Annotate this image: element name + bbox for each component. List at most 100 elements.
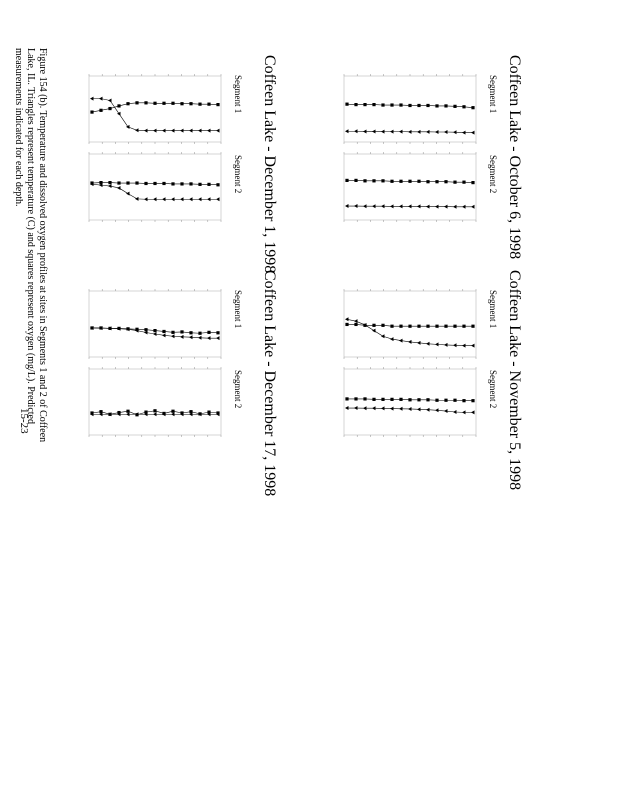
oxygen-point (99, 181, 103, 185)
oxygen-point (345, 322, 349, 327)
temperature-point (216, 197, 220, 202)
temperature-point (381, 129, 385, 134)
temperature-point (471, 204, 475, 209)
oxygen-point (345, 102, 349, 106)
plot-dec1-seg2 (88, 152, 222, 222)
oxygen-point (144, 328, 148, 332)
temperature-point (435, 204, 439, 209)
temperature-point (162, 197, 166, 202)
temperature-point (108, 98, 112, 103)
temperature-point (216, 336, 220, 341)
oxygen-point (207, 330, 211, 334)
oxygen-point (108, 412, 112, 416)
temperature-point (354, 406, 358, 411)
oxygen-point (180, 102, 184, 106)
oxygen-point (471, 324, 475, 328)
oxygen-point (462, 399, 466, 403)
temperature-point (153, 412, 157, 417)
panel-title: Coffeen Lake - December 17, 1998 (261, 270, 278, 497)
temperature-point (90, 96, 94, 101)
temperature-point (417, 340, 421, 345)
plot-nov-seg2 (343, 367, 477, 437)
oxygen-point (417, 103, 421, 108)
temperature-point (180, 334, 184, 339)
oxygen-point (453, 324, 457, 328)
oxygen-point (462, 180, 466, 184)
oxygen-point (189, 102, 193, 106)
temperature-point (426, 129, 430, 134)
oxygen-point (453, 398, 457, 402)
oxygen-point (363, 103, 367, 107)
temperature-point (171, 197, 175, 202)
temperature-point (180, 197, 184, 202)
temperature-point (207, 197, 211, 202)
plot-frame (343, 153, 477, 221)
temperature-point (207, 336, 211, 341)
oxygen-point (189, 182, 193, 186)
oxygen-point (162, 411, 166, 416)
temperature-point (471, 343, 475, 348)
oxygen-point (444, 398, 448, 402)
temperature-point (453, 204, 457, 209)
oxygen-point (390, 103, 394, 107)
oxygen-point (90, 110, 94, 114)
oxygen-point (354, 103, 358, 107)
temperature-point (189, 197, 193, 202)
temperature-point (417, 407, 421, 412)
temperature-point (426, 204, 430, 209)
oxygen-point (444, 180, 448, 184)
oxygen-point (435, 104, 439, 108)
temperature-point (117, 111, 121, 116)
oxygen-point (399, 324, 403, 328)
oxygen-point (435, 180, 439, 184)
oxygen-point (390, 397, 394, 401)
temperature-point (126, 191, 130, 196)
temperature-point (435, 342, 439, 347)
oxygen-point (462, 324, 466, 328)
temperature-point (198, 335, 202, 340)
oxygen-point (108, 181, 112, 185)
page-number: 15-23 (18, 408, 30, 434)
temperature-point (363, 204, 367, 209)
temperature-point (372, 328, 376, 333)
oxygen-point (453, 180, 457, 184)
plot-frame (88, 153, 222, 221)
temperature-point (144, 330, 148, 335)
temperature-point (381, 204, 385, 209)
temperature-point (408, 339, 412, 344)
temperature-point (435, 408, 439, 413)
oxygen-point (372, 103, 376, 107)
temperature-point (99, 96, 103, 101)
oxygen-point (426, 398, 430, 402)
oxygen-point (126, 409, 130, 413)
temperature-point (435, 130, 439, 135)
oxygen-point (135, 181, 139, 185)
temperature-point (444, 342, 448, 347)
temperature-point (462, 130, 466, 135)
oxygen-point (108, 326, 112, 330)
oxygen-point (417, 398, 421, 402)
segment-label: Segment 1 (233, 75, 243, 114)
oxygen-point (408, 398, 412, 402)
oxygen-point (162, 101, 166, 105)
oxygen-point (99, 326, 103, 330)
plot-dec17-seg2 (88, 367, 222, 437)
temperature-point (471, 410, 475, 415)
oxygen-point (144, 181, 148, 186)
oxygen-point (162, 181, 166, 186)
oxygen-point (399, 397, 403, 401)
temperature-point (444, 409, 448, 414)
oxygen-point (117, 104, 121, 108)
temperature-point (207, 128, 211, 133)
temperature-point (390, 406, 394, 411)
temperature-point (363, 129, 367, 134)
oxygen-point (216, 183, 220, 187)
oxygen-point (153, 181, 157, 186)
oxygen-point (153, 329, 157, 333)
oxygen-point (180, 411, 184, 415)
oxygen-point (162, 329, 166, 334)
plot-nov-seg1 (343, 289, 477, 359)
temperature-point (354, 129, 358, 134)
temperature-point (372, 406, 376, 411)
temperature-point (162, 128, 166, 133)
